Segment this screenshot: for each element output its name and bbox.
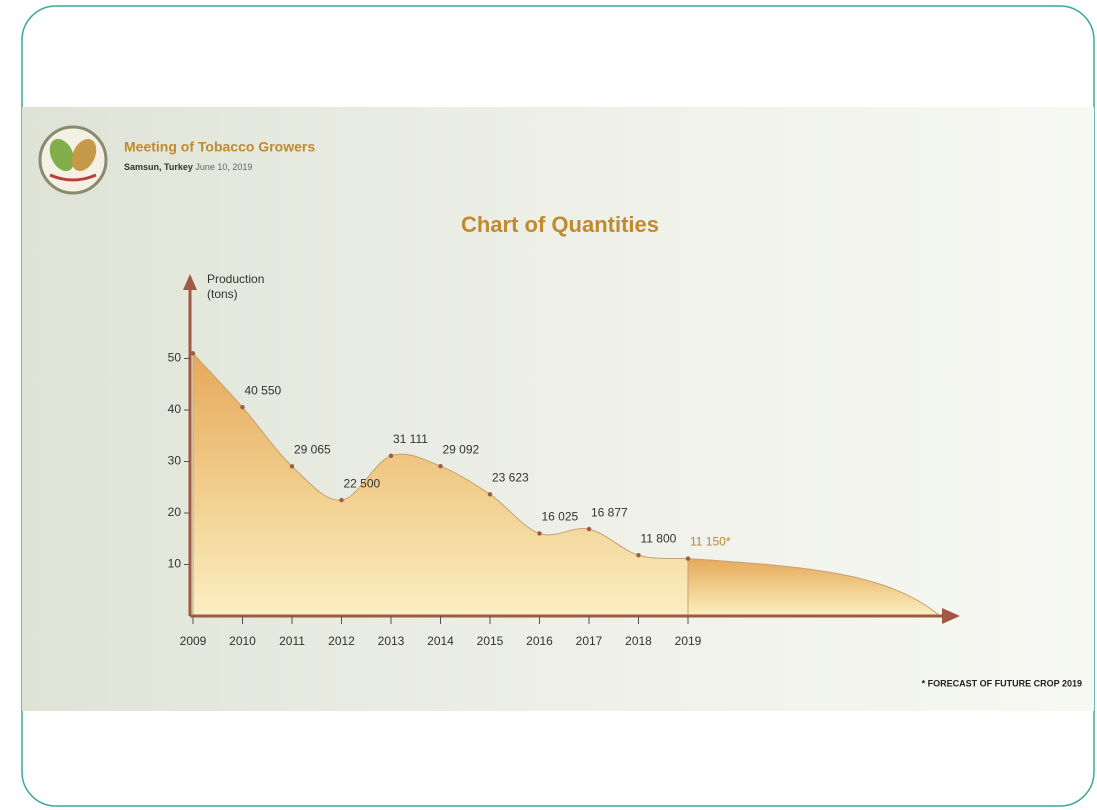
y-axis-label: (tons) [207,287,238,301]
x-tick-label: 2016 [526,634,553,648]
data-point [438,463,443,469]
data-point [636,553,641,558]
value-label: 22 500 [344,476,381,490]
heading: Meeting of Tobacco Growers [124,139,315,155]
data-point [240,404,245,410]
data-point [685,556,691,561]
y-tick-label: 50 [168,351,182,365]
data-point [289,464,295,469]
y-tick-label: 10 [168,557,182,571]
x-tick-label: 2010 [229,634,256,648]
y-tick-label: 40 [168,402,182,416]
x-tick-label: 2013 [378,634,405,648]
subheading: Samsun, Turkey June 10, 2019 [124,162,252,172]
value-label: 16 877 [591,505,628,519]
background [22,107,1094,711]
x-tick-label: 2011 [279,634,305,648]
data-point [537,531,542,536]
x-tick-label: 2017 [576,634,603,648]
y-tick-label: 20 [168,505,182,519]
value-label: 16 025 [542,510,579,524]
x-tick-label: 2018 [625,634,652,648]
x-tick-label: 2012 [328,634,355,648]
x-tick-label: 2019 [675,634,702,648]
value-label: 29 092 [443,442,480,456]
value-label: 29 065 [294,442,331,456]
data-point [339,497,344,503]
data-point [190,351,196,356]
x-axis-arrow [942,608,960,624]
value-label: 23 623 [492,471,529,485]
x-tick-label: 2009 [180,634,207,648]
logo [38,125,108,195]
data-point [586,526,592,532]
data-point [487,492,493,497]
value-label: 40 550 [245,383,282,397]
footnote: * FORECAST OF FUTURE CROP 2019 [922,678,1082,688]
y-tick-label: 30 [168,454,182,468]
date: June 10, 2019 [195,162,252,172]
data-point [388,453,394,458]
value-label: 31 111 [393,432,428,446]
chart-title: Chart of Quantities [461,212,659,237]
x-tick-label: 2014 [427,634,454,648]
y-axis-arrow [183,274,197,290]
value-label: 11 800 [641,531,677,545]
x-tick-label: 2015 [477,634,504,648]
value-label: 11 150* [690,535,731,549]
y-axis-label: Production [207,272,264,286]
area-tail [687,558,942,617]
place: Samsun, Turkey [124,162,193,172]
